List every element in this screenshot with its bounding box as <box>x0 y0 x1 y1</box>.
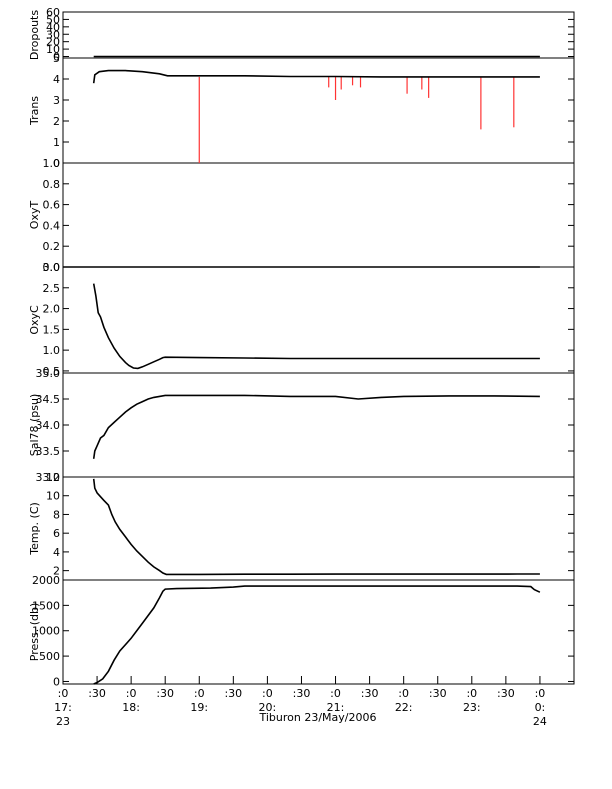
y-tick-label-oxyc: 1.0 <box>43 344 61 357</box>
x-tick-label: :0 <box>466 687 477 700</box>
y-tick-label-sal78: 33.0 <box>36 471 61 484</box>
y-axis-title-press: Press. (db) <box>28 603 41 662</box>
y-tick-label-sal78: 33.5 <box>36 445 61 458</box>
x-tick-label: :0 <box>58 687 69 700</box>
y-tick-label-oxyt: 0.2 <box>43 240 61 253</box>
y-axis-title-oxyt: OxyT <box>28 201 41 230</box>
panel-frame-press <box>62 579 575 685</box>
y-tick-label-oxyc: 0.5 <box>43 365 61 378</box>
y-tick-label-oxyt: 0.8 <box>43 178 61 191</box>
y-tick-label-press: 500 <box>39 650 60 663</box>
x-tick-label: 23: <box>463 701 481 714</box>
x-axis-title: Tiburon 23/May/2006 <box>258 711 376 724</box>
panel-frame-sal78 <box>62 372 575 478</box>
y-tick-label-trans: 0 <box>53 157 60 170</box>
x-tick-label: :30 <box>224 687 242 700</box>
x-tick-label: 21: <box>327 701 345 714</box>
series-line-trans <box>92 69 540 84</box>
x-tick-label: :30 <box>361 687 379 700</box>
y-axis-title-temp: Temp. (C) <box>28 502 41 556</box>
y-tick-label-trans: 2 <box>53 115 60 128</box>
y-tick-label-oxyt: 0.0 <box>43 261 61 274</box>
x-tick-label: :0 <box>262 687 273 700</box>
y-tick-label-temp: 4 <box>53 546 60 559</box>
y-tick-label-dropouts: 30 <box>46 28 60 41</box>
y-tick-label-oxyt: 0.4 <box>43 219 61 232</box>
x-tick-label: :30 <box>156 687 174 700</box>
y-tick-label-oxyc: 3.0 <box>43 261 61 274</box>
x-tick-label: :30 <box>88 687 106 700</box>
y-tick-label-temp: 12 <box>46 471 60 484</box>
x-tick-label: 23 <box>56 715 70 728</box>
y-tick-label-temp: 2 <box>53 565 60 578</box>
series-line-temp <box>92 478 540 576</box>
y-tick-label-temp: 8 <box>53 508 60 521</box>
y-tick-label-press: 2000 <box>32 574 60 587</box>
y-tick-label-dropouts: 20 <box>46 36 60 49</box>
x-tick-label: :0 <box>535 687 546 700</box>
x-tick-label: :0 <box>330 687 341 700</box>
y-tick-label-dropouts: 40 <box>46 21 60 34</box>
y-axis-title-sal78: Sal78 (psu) <box>28 394 41 457</box>
y-tick-label-press: 1000 <box>32 625 60 638</box>
x-tick-label: :30 <box>497 687 515 700</box>
x-tick-label: 17: <box>54 701 72 714</box>
y-tick-label-dropouts: 50 <box>46 13 60 26</box>
panel-frame-trans <box>62 57 575 164</box>
y-tick-label-sal78: 35.0 <box>36 367 61 380</box>
y-tick-label-trans: 1 <box>53 136 60 149</box>
y-tick-label-dropouts: 60 <box>46 6 60 19</box>
y-tick-label-oxyt: 1.0 <box>43 157 61 170</box>
y-tick-label-oxyt: 0.6 <box>43 199 61 212</box>
y-tick-label-trans: 5 <box>53 52 60 65</box>
x-tick-label: :30 <box>293 687 311 700</box>
x-tick-label: 0: <box>535 701 546 714</box>
y-tick-label-trans: 4 <box>53 73 60 86</box>
y-tick-label-press: 1500 <box>32 599 60 612</box>
y-tick-label-press: 0 <box>53 675 60 688</box>
y-tick-label-oxyc: 1.5 <box>43 323 61 336</box>
x-tick-label: 19: <box>190 701 208 714</box>
x-tick-label: 18: <box>122 701 140 714</box>
y-tick-label-dropouts: 10 <box>46 43 60 56</box>
panel-frame-oxyt <box>62 162 575 268</box>
panel-frame-temp <box>62 476 575 581</box>
y-axis-title-dropouts: Dropouts <box>28 10 41 60</box>
y-tick-label-trans: 3 <box>53 94 60 107</box>
x-tick-label: :0 <box>126 687 137 700</box>
y-tick-label-temp: 6 <box>53 527 60 540</box>
panel-frame-dropouts <box>62 11 575 59</box>
x-tick-label: :0 <box>398 687 409 700</box>
y-tick-label-oxyc: 2.5 <box>43 282 61 295</box>
x-tick-label: 24 <box>533 715 547 728</box>
x-tick-label: 20: <box>259 701 277 714</box>
x-tick-label: :30 <box>429 687 447 700</box>
series-line-press <box>93 585 541 685</box>
y-tick-label-dropouts: 0 <box>53 51 60 64</box>
x-tick-label: :0 <box>194 687 205 700</box>
panel-frame-oxyc <box>62 266 575 374</box>
x-tick-label: 22: <box>395 701 413 714</box>
series-line-oxyc <box>92 283 540 370</box>
y-axis-title-oxyc: OxyC <box>28 305 41 335</box>
y-axis-title-trans: Trans <box>28 96 41 126</box>
y-tick-label-sal78: 34.0 <box>36 419 61 432</box>
y-tick-label-sal78: 34.5 <box>36 393 61 406</box>
y-tick-label-oxyc: 2.0 <box>43 303 61 316</box>
series-line-sal78 <box>92 394 540 459</box>
y-tick-label-temp: 10 <box>46 490 60 503</box>
